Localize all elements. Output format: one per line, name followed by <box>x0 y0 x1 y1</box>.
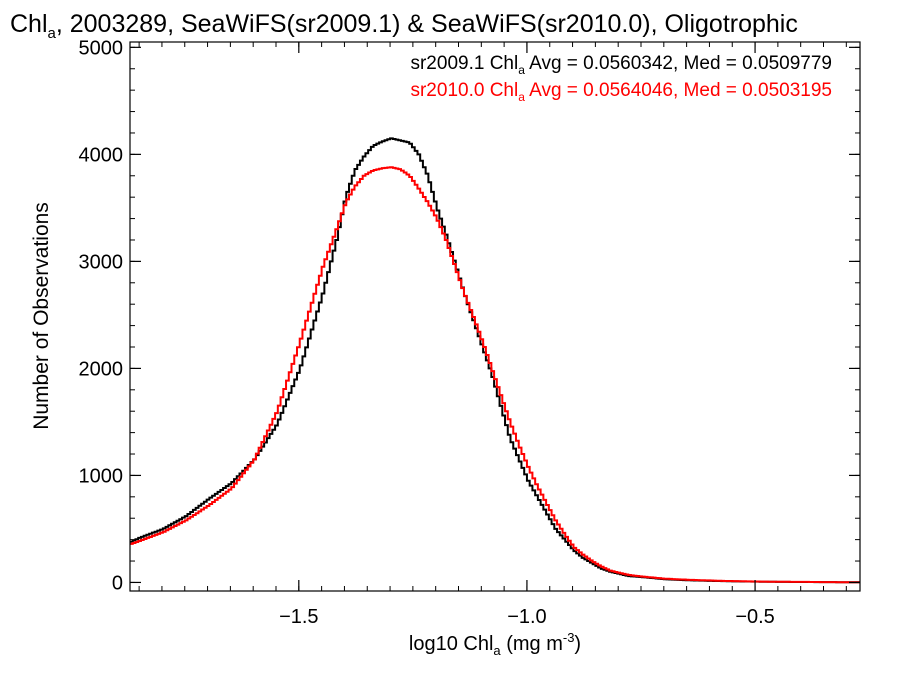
legend-entry-black: sr2009.1 Chla Avg = 0.0560342, Med = 0.0… <box>410 53 832 77</box>
y-tick-label: 0 <box>112 572 123 594</box>
x-axis-label: log10 Chla (mg m-3) <box>409 630 581 658</box>
series-sr2010-0-line <box>130 166 860 584</box>
y-tick-label: 1000 <box>79 465 124 487</box>
chart-title-sub: a <box>48 25 57 42</box>
x-tick-label: −0.5 <box>735 606 774 628</box>
series-sr2009-1-line <box>130 137 860 584</box>
y-tick-label: 3000 <box>79 251 124 273</box>
y-tick-label: 5000 <box>79 37 124 59</box>
y-tick-label: 4000 <box>79 144 124 166</box>
chart-title-chl: Chl <box>10 10 48 38</box>
x-tick-label: −1.5 <box>279 606 318 628</box>
chart-title-rest: , 2003289, SeaWiFS(sr2009.1) & SeaWiFS(s… <box>56 10 798 38</box>
y-axis-label: Number of Observations <box>30 202 53 430</box>
series-layer <box>130 137 860 584</box>
plot-frame <box>129 41 861 592</box>
y-tick-label: 2000 <box>79 358 124 380</box>
tick-layer: −1.5 −1.0 −0.5 0 1000 2000 3000 4000 5000 <box>79 37 860 628</box>
chart-title: Chla, 2003289, SeaWiFS(sr2009.1) & SeaWi… <box>10 10 798 42</box>
legend-entry-red: sr2010.0 Chla Avg = 0.0564046, Med = 0.0… <box>410 80 832 104</box>
x-tick-label: −1.0 <box>507 606 546 628</box>
